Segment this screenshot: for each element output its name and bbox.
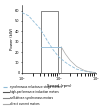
- Legend: synchronous reluctance stage motors, high-performance induction motors, self-dri: synchronous reluctance stage motors, hig…: [3, 85, 62, 106]
- X-axis label: Speed (rpm): Speed (rpm): [47, 84, 71, 88]
- Y-axis label: Power (kW): Power (kW): [10, 28, 14, 50]
